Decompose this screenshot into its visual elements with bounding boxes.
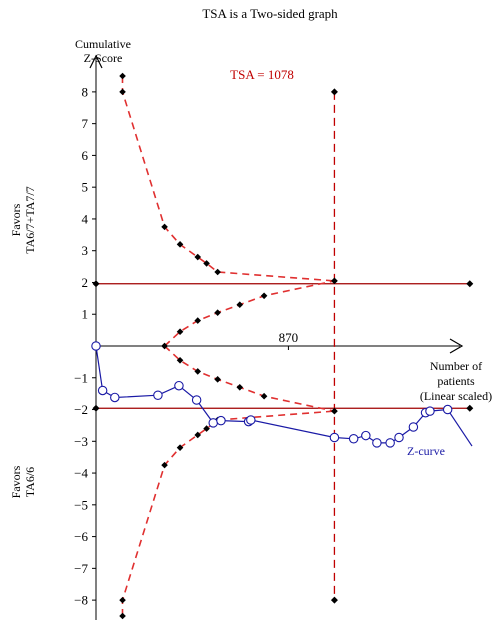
z-curve-point: [372, 438, 382, 448]
lower-futility-boundary-point: [176, 356, 184, 364]
z-curve-point: [97, 385, 108, 396]
y-tick-label: −6: [74, 529, 88, 544]
z-curve-point: [425, 406, 435, 416]
favors-upper-line-1: Favors: [9, 203, 23, 236]
tsa-label: TSA = 1078: [230, 67, 294, 82]
x-axis-title-line-2: patients: [437, 374, 475, 388]
upper-monitoring-boundary-point: [194, 253, 202, 261]
z-curve-point: [153, 390, 163, 400]
z-curve-point: [110, 392, 120, 403]
z-curve-point: [408, 422, 419, 432]
upper-futility-boundary-line: [164, 280, 335, 347]
y-tick-label: 5: [82, 180, 89, 195]
conventional-boundary-lower-marker: [92, 404, 100, 412]
z-curve-label: Z-curve: [407, 444, 445, 458]
upper-monitoring-boundary-point: [119, 88, 126, 96]
z-curve-point: [191, 395, 202, 405]
z-curve-point: [216, 415, 226, 426]
lower-futility-boundary-point: [331, 407, 338, 415]
lower-monitoring-boundary-point: [194, 431, 202, 439]
tsa-line-bottom-marker: [330, 596, 338, 604]
y-axis-title-line-2: Z-Score: [84, 51, 123, 65]
lower-futility-boundary-point: [214, 376, 221, 383]
upper-futility-boundary-point: [214, 309, 221, 316]
x-axis-title-line-3: (Linear scaled): [420, 389, 492, 403]
lower-monitoring-boundary-point: [203, 425, 210, 432]
y-tick-label: −5: [74, 497, 88, 512]
tsa-line-top-marker: [330, 88, 338, 96]
lower-futility-boundary-line: [164, 345, 335, 412]
z-curve-point: [442, 404, 453, 415]
lower-futility-boundary-point: [161, 342, 168, 350]
lower-monitoring-boundary-point: [119, 596, 126, 604]
x-axis-title-line-1: Number of: [430, 359, 482, 373]
y-tick-label: 2: [82, 275, 89, 290]
upper-monitoring-boundary-point: [203, 260, 210, 267]
z-curve-point: [208, 418, 218, 428]
z-curve-point: [348, 434, 359, 444]
upper-futility-boundary-point: [236, 301, 244, 309]
upper-futility-boundary-point: [331, 277, 338, 285]
y-tick-label: 3: [82, 243, 89, 258]
lower-monitoring-boundary-point: [161, 461, 168, 469]
favors-lower-line-1: Favors: [9, 465, 23, 498]
conventional-boundary-lower-end-marker: [466, 404, 474, 412]
z-curve-point: [174, 380, 184, 391]
lower-futility-boundary-point: [260, 392, 268, 400]
y-tick-label: −3: [74, 434, 88, 449]
lower-monitoring-boundary-line: [121, 410, 335, 616]
upper-monitoring-boundary-point: [214, 268, 221, 276]
upper-monitoring-boundary-point: [161, 223, 168, 231]
z-curve-point: [329, 432, 340, 443]
upper-futility-boundary-point: [176, 328, 184, 336]
z-curve-point: [246, 415, 256, 425]
favors-upper-line-2: TA6/7+TA7/7: [23, 186, 37, 254]
conventional-boundary-upper-end-marker: [466, 280, 474, 288]
y-tick-label: 8: [82, 84, 89, 99]
lower-futility-boundary-point: [194, 368, 202, 375]
upper-futility-boundary-point: [260, 292, 268, 300]
y-tick-label: −2: [74, 402, 88, 417]
y-tick-label: −7: [74, 561, 88, 576]
z-curve-point: [361, 430, 371, 441]
x-axis-arrowhead: [449, 338, 464, 354]
z-curve-line: [95, 345, 448, 444]
y-tick-label: −8: [74, 593, 88, 608]
upper-futility-boundary-point: [194, 317, 202, 324]
chart-title: TSA is a Two-sided graph: [202, 6, 338, 21]
z-curve-tail: [447, 409, 473, 447]
y-axis-title-line-1: Cumulative: [75, 37, 131, 51]
z-curve-point: [91, 341, 101, 351]
y-tick-label: 6: [82, 148, 89, 163]
y-tick-label: 4: [82, 211, 89, 226]
y-tick-label: 7: [82, 116, 89, 131]
y-axis-arrowhead: [89, 54, 103, 69]
chart-marks: 8 7 6 5 4 3 2 1 −1 −2 −3 −4 −5 −6 −7 −8 870: [74, 54, 474, 620]
x-tick-label: 870: [279, 330, 299, 345]
y-tick-label: 1: [82, 307, 89, 322]
z-curve-point: [385, 438, 395, 448]
upper-monitoring-boundary-point: [176, 241, 184, 248]
upper-monitoring-boundary-point: [119, 72, 126, 80]
lower-monitoring-boundary-point: [176, 444, 184, 451]
lower-monitoring-boundary-point: [119, 612, 126, 620]
upper-monitoring-boundary-line: [121, 76, 335, 282]
conventional-boundary-upper-marker: [92, 280, 100, 288]
z-curve-point: [394, 432, 404, 443]
lower-futility-boundary-point: [236, 383, 244, 391]
y-tick-label: −4: [74, 466, 88, 481]
favors-lower-line-2: TA6/6: [23, 467, 37, 497]
y-tick-label: −1: [74, 370, 88, 385]
